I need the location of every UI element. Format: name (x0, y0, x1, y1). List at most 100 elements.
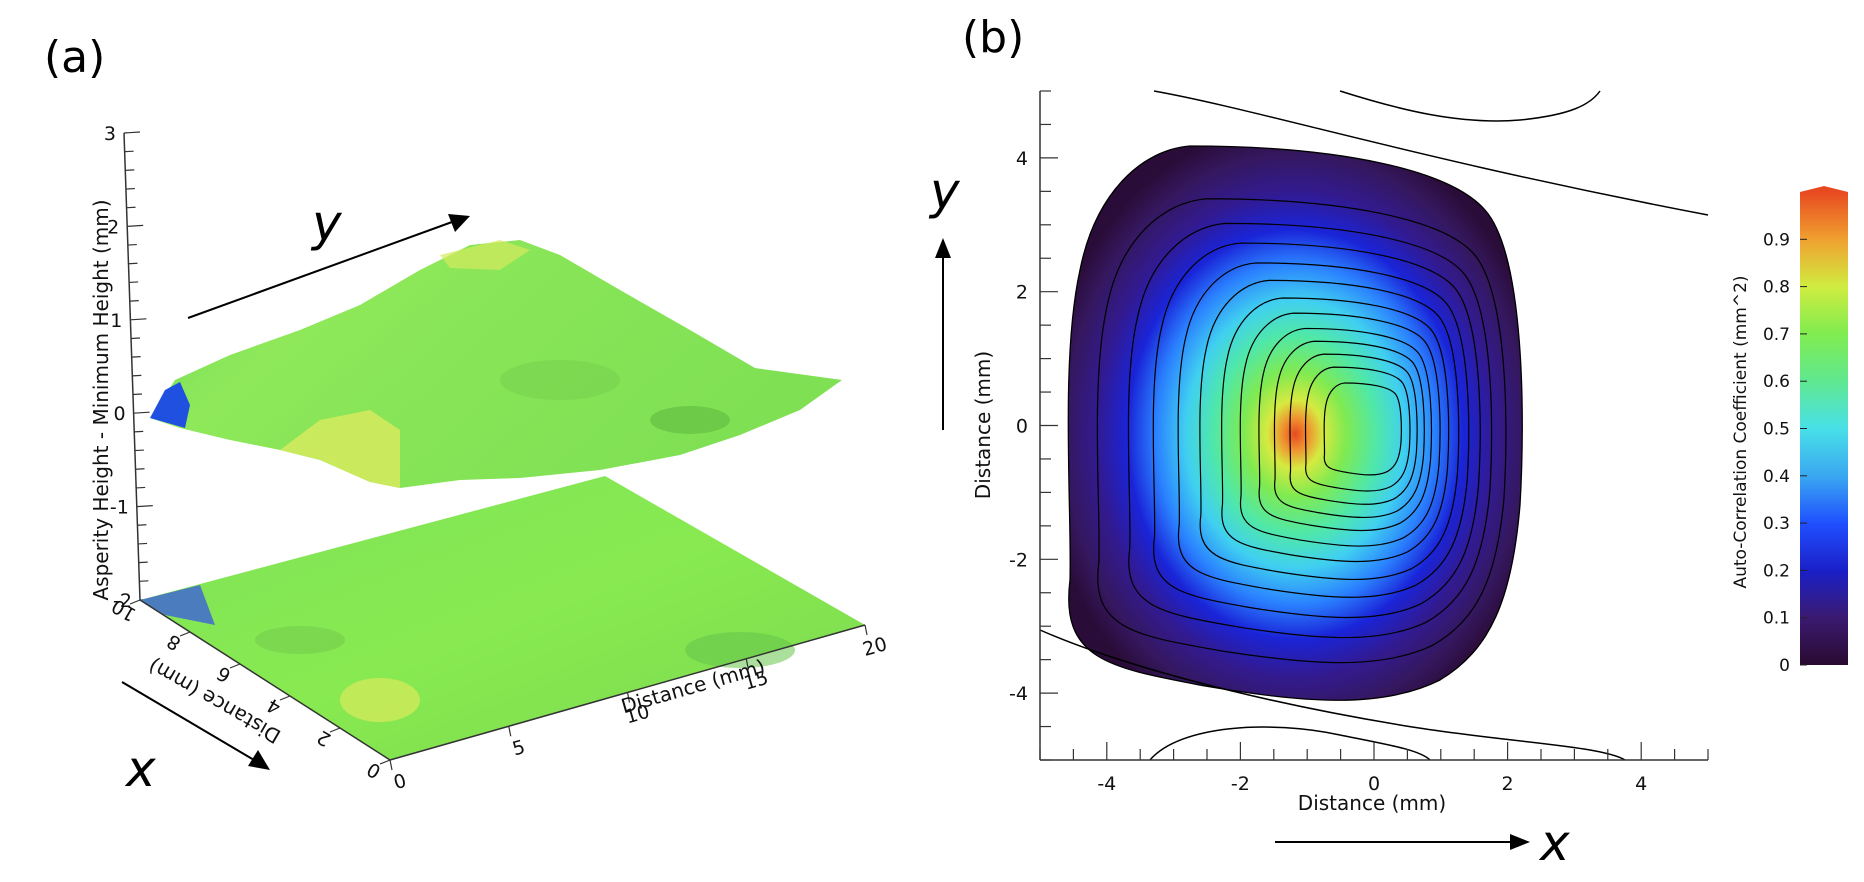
x-tick-label-b: -4 (1097, 773, 1116, 795)
colorbar-tick-label: 0.6 (1763, 372, 1790, 392)
z-axis-ticks: 3 2 1 0 -1 -2 (104, 123, 132, 612)
contour-ring (1128, 223, 1491, 637)
z-minor-tick (131, 356, 141, 358)
y-tick-label-b: 2 (1016, 282, 1028, 304)
contour-ring (1259, 328, 1432, 530)
z-minor-tick (134, 430, 144, 433)
panel-a-label: (a) (44, 32, 105, 83)
z-tick-label: -2 (113, 590, 132, 612)
z-minor-tick (125, 169, 135, 171)
z-minor-tick (128, 262, 138, 265)
z-minor-tick (138, 561, 148, 564)
contour-ring (1097, 199, 1506, 663)
panel-b: (b) -4 -2 0 2 4 4 2 0 -2 -4 Distance (mm) Distanc… (928, 12, 1848, 872)
x-arrow-label: x (124, 740, 156, 798)
x-tick-label: 6 (213, 661, 234, 686)
z-minor-tick (137, 524, 147, 526)
y-tick-label-b: 0 (1016, 416, 1028, 438)
x-tick (179, 631, 191, 637)
z-tick-label: -1 (110, 497, 129, 519)
y-tick-label-b: -4 (1009, 683, 1028, 705)
z-minor-tick (129, 300, 139, 302)
x-tick-label-b: 0 (1368, 773, 1380, 795)
contour-ring (1222, 298, 1449, 562)
contour-ring (1274, 341, 1424, 517)
colorbar-tick-label: 0.9 (1763, 230, 1790, 250)
z-minor-tick (124, 150, 134, 153)
z-minor-tick (130, 318, 147, 321)
z-axis-line (123, 132, 141, 601)
floor-shadow-patch (685, 632, 795, 668)
x-axis-label-b: Distance (mm) (1298, 791, 1446, 815)
z-axis-minor-ticks (123, 131, 157, 601)
outer-contour (1067, 145, 1523, 701)
colorbar-tick-label: 0.8 (1763, 278, 1790, 298)
x-arrow-head (248, 750, 270, 770)
x-tick-label-b: 2 (1502, 773, 1514, 795)
colorbar-tick-label: 0.1 (1763, 609, 1790, 629)
colorbar-tick-label: 0.3 (1763, 514, 1790, 534)
z-minor-tick (134, 449, 144, 452)
contour-ring (1153, 243, 1480, 617)
autocorrelation-field (1068, 146, 1523, 701)
y-tick-label-b: -2 (1009, 549, 1028, 571)
z-minor-tick (129, 281, 139, 284)
floor-high-patch (340, 678, 420, 722)
colorbar-tick-label: 0.4 (1763, 467, 1790, 487)
z-minor-tick (133, 411, 150, 414)
colorbar-tick-label: 0.7 (1763, 325, 1790, 345)
floor-projection (140, 476, 865, 760)
surface-mesh (150, 240, 842, 488)
contour-ring (1324, 383, 1401, 475)
y-tick-label: 20 (860, 633, 889, 661)
y-tick-label: 0 (391, 770, 409, 794)
colorbar-tick-label: 0.2 (1763, 561, 1790, 581)
y-tick (389, 759, 393, 771)
colorbar-ticks: 0.9 0.8 0.7 0.6 0.5 0.4 0.3 0.2 0.1 0 (1763, 230, 1807, 676)
z-minor-tick (136, 505, 153, 508)
z-minor-tick (132, 393, 142, 396)
y-tick (864, 624, 868, 636)
surface-shadow-region (650, 406, 730, 434)
y-arrow-head-b (935, 238, 951, 258)
x-tick-label: 2 (313, 725, 334, 750)
contour-lines (1097, 199, 1506, 663)
x-tick (279, 695, 291, 701)
surface-shadow-region-2 (500, 360, 620, 400)
contour-bottom (1039, 629, 1626, 761)
z-minor-tick (126, 206, 136, 209)
x-arrow-head-b (1510, 834, 1530, 850)
x-tick-label-b: 4 (1635, 773, 1647, 795)
x-axis-line (139, 599, 391, 761)
panel-b-ticks: -4 -2 0 2 4 4 2 0 -2 -4 (1009, 90, 1709, 795)
z-minor-tick (132, 374, 142, 377)
colorbar-tick-label: 0 (1779, 656, 1790, 676)
y-tick-label-b: 4 (1016, 148, 1028, 170)
y-tick-label: 5 (510, 736, 528, 760)
x-tick (229, 663, 241, 669)
z-minor-tick (127, 243, 137, 246)
z-minor-tick (131, 337, 141, 340)
z-axis-label: Asperity Height - Minimum Height (mm) (89, 199, 113, 600)
z-tick-label: 1 (110, 310, 122, 332)
surface-high-ridge (440, 240, 530, 270)
contour-top-right (1339, 90, 1601, 122)
x-arrow-line (121, 681, 255, 761)
contour-ring (1200, 280, 1459, 579)
x-tick (379, 759, 391, 765)
z-minor-tick (135, 468, 145, 470)
y-arrow-line (187, 221, 453, 319)
z-tick-label: 0 (114, 403, 126, 425)
z-minor-tick (123, 131, 141, 134)
y-arrow-label: y (310, 194, 343, 252)
colorbar-tick-label: 0.5 (1763, 420, 1790, 440)
contour-ring (1178, 263, 1469, 597)
contour-ring (1240, 313, 1440, 546)
surface-low-region (150, 382, 190, 428)
colorbar (1800, 192, 1848, 665)
contour-ring (1290, 354, 1417, 504)
x-tick (329, 727, 341, 733)
floor-low-patch (140, 585, 215, 625)
